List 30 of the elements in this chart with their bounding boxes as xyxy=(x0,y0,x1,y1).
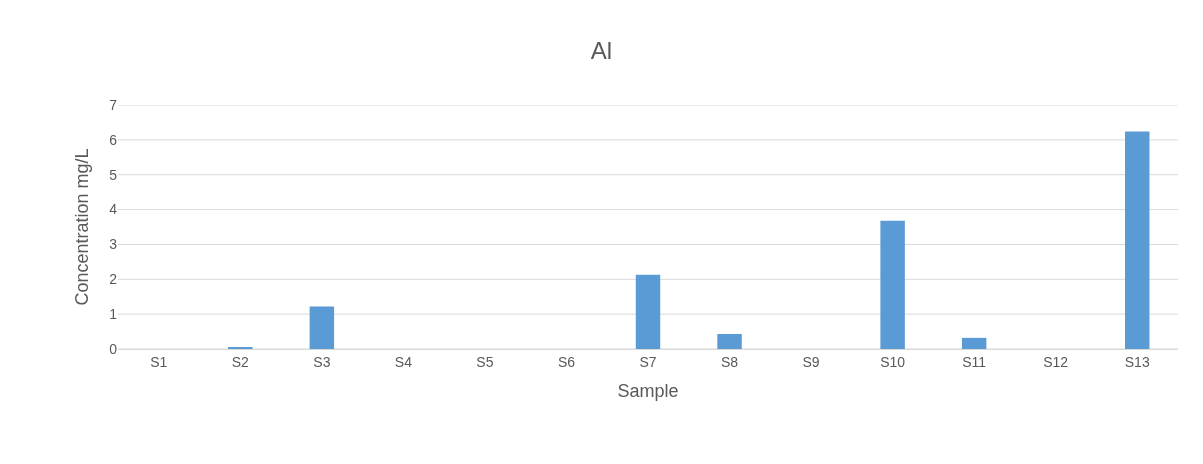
y-tick-label: 1 xyxy=(109,306,118,323)
y-tick-label: 6 xyxy=(109,131,118,148)
bar xyxy=(309,306,335,349)
x-tick-label: S5 xyxy=(476,353,494,370)
x-tick-label: S2 xyxy=(231,353,250,370)
y-tick-label: 5 xyxy=(109,166,118,183)
y-tick-label: 4 xyxy=(109,201,118,218)
x-tick-label: S6 xyxy=(557,353,576,370)
x-tick-label: S1 xyxy=(150,353,168,370)
x-tick-label: S3 xyxy=(313,353,331,370)
y-tick-label: 2 xyxy=(109,271,118,288)
bar xyxy=(880,220,905,349)
x-tick-label: S13 xyxy=(1124,353,1150,370)
bar xyxy=(1125,131,1150,349)
bar xyxy=(635,274,661,349)
y-tick-label: 7 xyxy=(109,96,118,113)
bar xyxy=(717,334,742,349)
y-tick-label: 0 xyxy=(109,340,118,357)
x-tick-label: S7 xyxy=(639,353,657,370)
y-tick-label: 3 xyxy=(109,236,118,253)
x-tick-label: S9 xyxy=(802,353,820,370)
x-tick-label: S8 xyxy=(720,353,739,370)
x-axis-title: Sample xyxy=(617,380,679,401)
y-axis-title: Concentration mg/L xyxy=(72,148,93,306)
x-tick-label: S10 xyxy=(880,353,906,370)
bar xyxy=(961,337,987,349)
x-tick-label: S12 xyxy=(1043,353,1069,370)
x-tick-label: S11 xyxy=(962,353,987,370)
x-tick-label: S4 xyxy=(394,353,413,370)
chart-title: Al xyxy=(590,37,613,65)
